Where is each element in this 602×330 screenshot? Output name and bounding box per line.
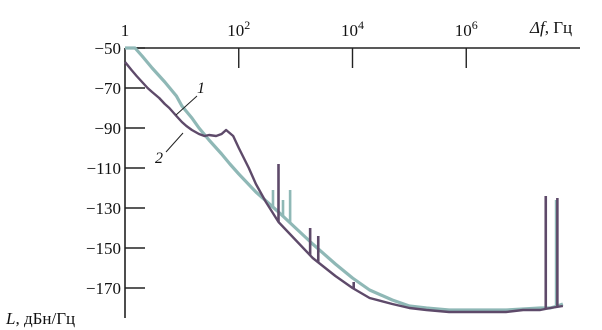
y-tick-label: −150 — [86, 239, 121, 258]
x-axis-var: Δf — [529, 18, 547, 37]
series-1-line — [125, 46, 564, 312]
y-axis-label: L, дБн/Гц — [5, 309, 75, 328]
series-layer — [124, 46, 564, 314]
y-tick-label: −70 — [94, 79, 121, 98]
series-2 — [124, 61, 564, 314]
y-tick-label: −110 — [87, 159, 121, 178]
y-tick-label: −50 — [94, 39, 121, 58]
y-tick-label: −130 — [86, 199, 121, 218]
y-axis-unit: , дБн/Гц — [15, 309, 75, 328]
x-axis-unit: , Гц — [545, 18, 572, 37]
x-axis-ticks: 1 102 104 106 — [121, 18, 478, 68]
curve-label-1: 1 — [197, 80, 205, 97]
curve-label-2: 2 — [155, 150, 163, 167]
x-tick-label: 102 — [227, 18, 250, 40]
series-2-line — [124, 61, 564, 314]
y-axis-var: L — [5, 309, 15, 328]
series-1 — [125, 46, 564, 312]
y-tick-label: −170 — [86, 279, 121, 298]
curve-label-1-leader — [175, 95, 198, 116]
x-tick-label: 1 — [121, 21, 130, 40]
labels-layer: Δf, Гц L, дБн/Гц 1 2 — [5, 18, 572, 328]
y-tick-label: −90 — [94, 119, 121, 138]
y-axis-ticks: −50 −70 −90 −110 −130 −150 −170 — [86, 39, 145, 298]
x-tick-label: 104 — [341, 18, 364, 40]
x-tick-label: 106 — [455, 18, 478, 40]
x-axis-label: Δf, Гц — [529, 18, 572, 37]
curve-label-2-leader — [165, 132, 184, 153]
